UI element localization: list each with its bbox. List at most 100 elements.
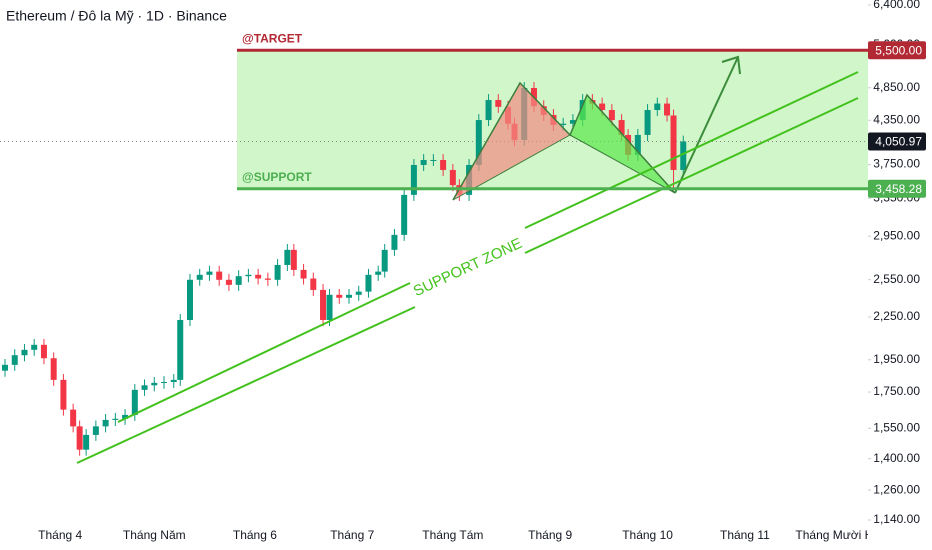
candle-body xyxy=(235,276,242,285)
candle-body xyxy=(284,249,291,265)
candle-body xyxy=(634,134,641,155)
y-tick-label: 2,550.00 xyxy=(873,272,920,286)
candle-body xyxy=(70,409,77,427)
candle-body xyxy=(391,234,398,250)
candle-body xyxy=(560,123,567,125)
candle-body xyxy=(375,271,382,275)
zone-label: SUPPORT ZONE xyxy=(411,235,525,300)
candle-body xyxy=(664,103,671,116)
y-tick-label: 1,950.00 xyxy=(873,352,920,366)
candle-body xyxy=(102,419,109,427)
candle-body xyxy=(680,141,687,170)
axes: @TARGET@SUPPORT6,400.005,600.004,850.004… xyxy=(38,0,926,542)
x-tick-label: Tháng 10 xyxy=(622,528,673,542)
candle-body xyxy=(290,249,297,270)
red-pattern xyxy=(453,83,570,200)
price-badge-label: 3,458.28 xyxy=(875,182,922,196)
x-tick-label: Tháng 9 xyxy=(528,528,572,542)
candle-body xyxy=(83,434,90,450)
x-tick-label: Tháng 7 xyxy=(330,528,374,542)
candle-body xyxy=(449,169,456,186)
candle-body xyxy=(245,274,252,277)
candle-body xyxy=(112,418,119,420)
candle-body xyxy=(654,103,661,111)
zone-layer xyxy=(0,50,868,189)
candle-body xyxy=(255,274,262,279)
candle-body xyxy=(122,414,129,419)
candle-body xyxy=(170,379,177,383)
x-tick-label: Tháng 4 xyxy=(38,528,82,542)
candle-body xyxy=(141,385,148,390)
candle-body xyxy=(60,379,67,410)
support-name: @SUPPORT xyxy=(242,170,312,184)
price-badge xyxy=(868,132,926,151)
y-tick-label: 1,400.00 xyxy=(873,451,920,465)
price-badge xyxy=(868,179,926,198)
candle-body xyxy=(430,159,437,161)
candle-body xyxy=(50,358,57,380)
candle-body xyxy=(76,426,83,450)
candle-body xyxy=(300,269,307,279)
y-tick-label: 4,850.00 xyxy=(873,80,920,94)
target-name: @TARGET xyxy=(242,31,303,45)
y-tick-label: 1,550.00 xyxy=(873,420,920,434)
candle-body xyxy=(569,120,576,124)
candle-body xyxy=(618,120,625,135)
x-tick-label: Tháng Mười Hai xyxy=(795,528,882,542)
candle-body xyxy=(151,382,158,386)
price-badge-label: 4,050.97 xyxy=(875,135,922,149)
candle-body xyxy=(495,100,502,107)
candle-body xyxy=(216,271,223,280)
channel-line xyxy=(76,306,416,464)
channel-line xyxy=(524,97,859,254)
price-badge-label: 5,500.00 xyxy=(875,43,922,57)
candle-body xyxy=(401,194,408,235)
candle-body xyxy=(440,159,447,170)
candle-body xyxy=(264,278,271,280)
y-tick-label: 3,750.00 xyxy=(873,157,920,171)
price-badge xyxy=(868,41,926,60)
candle-body xyxy=(599,103,606,111)
candle-body xyxy=(225,279,232,285)
candle-body xyxy=(11,355,18,365)
candle-body xyxy=(336,294,343,298)
candle-body xyxy=(131,389,138,415)
candle-body xyxy=(206,271,213,275)
y-tick-label: 4,350.00 xyxy=(873,112,920,126)
x-tick-label: Tháng Tám xyxy=(422,528,483,542)
y-tick-label: 1,750.00 xyxy=(873,384,920,398)
y-tick-label: 2,950.00 xyxy=(873,228,920,242)
y-tick-label: 6,400.00 xyxy=(873,0,920,11)
channel-line xyxy=(524,71,859,229)
candle-body xyxy=(186,279,193,320)
candle-body xyxy=(310,278,317,290)
candle-body xyxy=(161,382,168,384)
candle-body xyxy=(196,274,203,280)
candle-body xyxy=(40,344,47,359)
drawings xyxy=(76,55,859,464)
pattern-base xyxy=(569,134,676,194)
candle-body xyxy=(274,264,281,280)
candle-body xyxy=(410,164,417,195)
y-tick-label: 1,140.00 xyxy=(873,512,920,526)
x-tick-label: Tháng 11 xyxy=(720,528,770,542)
candle-body xyxy=(21,349,28,356)
candle-body xyxy=(177,319,184,380)
y-tick-label: 1,260.00 xyxy=(873,482,920,496)
candle-body xyxy=(2,364,8,371)
candle-body xyxy=(346,294,352,298)
arrow xyxy=(674,56,739,194)
candle-body xyxy=(420,159,427,165)
candle-body xyxy=(326,294,333,320)
chart-title: Ethereum / Đô la Mỹ · 1D · Binance xyxy=(6,8,227,24)
arrow-head xyxy=(721,55,741,75)
candle-body xyxy=(92,426,99,435)
x-tick-label: Tháng 6 xyxy=(233,528,277,542)
candle-body xyxy=(644,110,651,135)
candle-body xyxy=(320,289,327,320)
green-pattern xyxy=(570,95,675,193)
candle-body xyxy=(365,274,372,292)
candle-body xyxy=(475,120,482,165)
